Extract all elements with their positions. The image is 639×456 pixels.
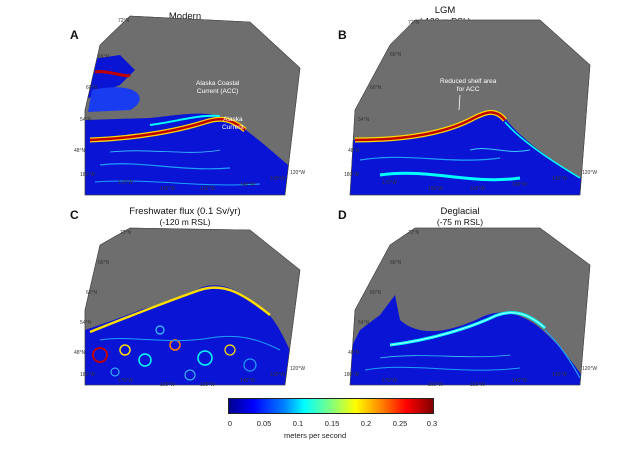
- lon-label: 120°W: [290, 170, 306, 176]
- lon-label: 130°W: [270, 372, 286, 378]
- map-d: [349, 227, 591, 386]
- annotation-rs-line2: for ACC: [456, 85, 480, 93]
- panel-letter-d: D: [338, 208, 347, 222]
- lon-label: 150°W: [470, 382, 486, 388]
- lon-label: 120°W: [582, 366, 598, 372]
- lat-label: 60°N: [370, 85, 382, 91]
- panel-title-a: Modern: [150, 11, 220, 22]
- lon-label: 130°W: [552, 176, 568, 182]
- lon-label: 160°W: [428, 186, 444, 192]
- lon-label: 180°W: [344, 172, 360, 178]
- panel-title-c-text: Freshwater flux (0.1 Sv/yr): [129, 206, 241, 217]
- panel-a: A Modern 72: [0, 0, 320, 200]
- lat-label: 48°N: [74, 350, 86, 356]
- lat-label: 54°N: [358, 320, 370, 326]
- panel-subtitle-c: (-120 m RSL): [159, 217, 211, 227]
- lon-label: 160°W: [160, 382, 176, 388]
- colorbar-tick: 0.1: [292, 419, 304, 428]
- lat-label: 48°N: [348, 350, 360, 356]
- lon-label: 150°W: [200, 382, 216, 388]
- panel-letter-c: C: [70, 208, 79, 222]
- panel-c: C Freshwater flux (0.1 Sv/yr) (-120 m RS…: [0, 200, 320, 390]
- lon-label: 150°W: [470, 186, 486, 192]
- colorbar-label: meters per second: [284, 431, 347, 440]
- lat-label: 72°N: [408, 20, 420, 26]
- lat-label: 54°N: [80, 320, 92, 326]
- annotation-acc-line2: Current (ACC): [196, 87, 239, 95]
- lat-label: 48°N: [74, 148, 86, 154]
- lon-label: 180°W: [80, 372, 96, 378]
- lon-label: 120°W: [582, 170, 598, 176]
- lon-label: 170°W: [382, 180, 398, 186]
- lon-label: 170°W: [382, 378, 398, 384]
- lon-label: 140°W: [512, 378, 528, 384]
- lon-label: 160°W: [160, 186, 176, 192]
- annotation-rs-line1: Reduced shelf area: [440, 78, 497, 85]
- lat-label: 54°N: [80, 117, 92, 123]
- colorbar-tick: 0.15: [324, 419, 340, 428]
- colorbar-gradient: [228, 398, 434, 414]
- annotation-ac-line2: Current: [222, 123, 244, 131]
- lon-label: 120°W: [290, 366, 306, 372]
- lat-label: 60°N: [86, 290, 98, 296]
- panel-title-c: Freshwater flux (0.1 Sv/yr) (-120 m RSL): [115, 206, 255, 228]
- lon-label: 140°W: [240, 182, 256, 188]
- lat-label: 54°N: [358, 117, 370, 123]
- map-c: [84, 227, 301, 386]
- lat-label: 66°N: [390, 52, 402, 58]
- annotation-alaska-current: Alaska Current: [222, 116, 244, 131]
- panel-letter-b: B: [338, 28, 347, 42]
- colorbar-tick: 0.25: [392, 419, 408, 428]
- panel-b: B LGM (-120 m RSL) 72°N 66°N 60°N: [320, 0, 639, 200]
- colorbar-tick: 0.2: [360, 419, 372, 428]
- panel-subtitle-d: (-75 m RSL): [436, 217, 484, 227]
- lon-label: 140°W: [512, 182, 528, 188]
- lat-label: 72°N: [120, 230, 132, 236]
- lon-label: 140°W: [240, 378, 256, 384]
- panel-d: D Deglacial (-75 m RSL) 72°N 66°N 60°N 5…: [320, 200, 639, 390]
- lon-label: 160°W: [428, 382, 444, 388]
- annotation-acc-line1: Alaska Coastal: [196, 80, 240, 87]
- panel-title-d-text: Deglacial: [440, 206, 480, 217]
- lon-label: 180°W: [344, 372, 360, 378]
- lat-label: 66°N: [98, 54, 110, 60]
- colorbar: [228, 398, 434, 414]
- lat-label: 60°N: [370, 290, 382, 296]
- panel-title-a-text: Modern: [168, 11, 202, 22]
- annotation-ac-line1: Alaska: [223, 116, 243, 123]
- lat-label: 48°N: [348, 148, 360, 154]
- lat-label: 72°N: [408, 230, 420, 236]
- lat-label: 66°N: [98, 260, 110, 266]
- lon-label: 150°W: [200, 186, 216, 192]
- colorbar-tick: 0: [227, 419, 233, 428]
- map-a: [84, 15, 301, 196]
- map-b: [349, 19, 591, 196]
- colorbar-tick: 0.05: [256, 419, 272, 428]
- lat-label: 60°N: [86, 85, 98, 91]
- colorbar-tick: 0.3: [426, 419, 438, 428]
- lat-label: 66°N: [390, 260, 402, 266]
- lon-label: 180°W: [80, 172, 96, 178]
- lon-label: 170°W: [118, 378, 134, 384]
- lon-label: 130°W: [270, 176, 286, 182]
- panel-title-b-text: LGM: [434, 5, 456, 16]
- lat-label: 72°N: [118, 18, 130, 24]
- lon-label: 170°W: [118, 180, 134, 186]
- panel-letter-a: A: [70, 28, 79, 42]
- annotation-acc: Alaska Coastal Current (ACC): [196, 80, 239, 95]
- panel-title-d: Deglacial (-75 m RSL): [420, 206, 500, 228]
- annotation-reduced-shelf: Reduced shelf area for ACC: [440, 78, 496, 93]
- lon-label: 130°W: [552, 372, 568, 378]
